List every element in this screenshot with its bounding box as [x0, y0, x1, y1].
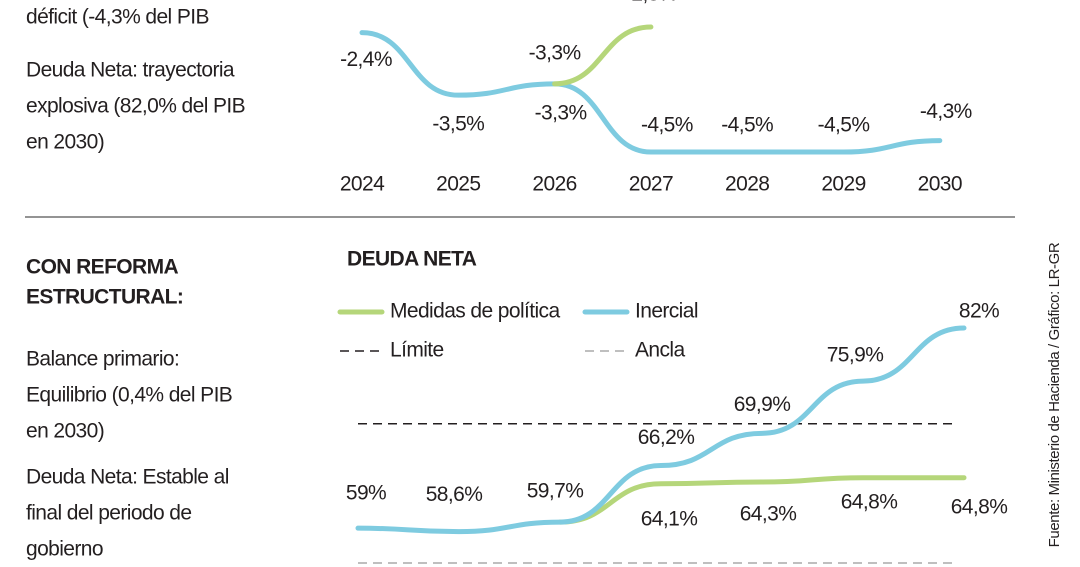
x-tick-label: 2024 — [340, 173, 385, 196]
data-label: -4,5% — [721, 114, 773, 137]
data-label: -2,4% — [340, 48, 392, 71]
data-label: 64,1% — [641, 507, 698, 530]
data-label: 58,6% — [426, 483, 483, 506]
legend-label: Medidas de política — [390, 300, 560, 323]
data-label: 69,9% — [734, 393, 791, 416]
data-label: -3,3% — [535, 101, 587, 124]
note-line: en 2030) — [26, 131, 104, 154]
section-title: ESTRUCTURAL: — [26, 286, 183, 309]
note-line: gobierno — [26, 538, 103, 561]
note-line: déficit (-4,3% del PIB — [26, 6, 209, 29]
legend-label: Ancla — [635, 339, 685, 362]
chart-title: DEUDA NETA — [347, 248, 477, 271]
data-label: -2,3% — [625, 0, 677, 6]
note-line: Deuda Neta: Estable al — [26, 466, 229, 489]
data-label: 59,7% — [527, 480, 584, 503]
note-line: Equilibrio (0,4% del PIB — [26, 384, 232, 407]
x-tick-label: 2026 — [532, 173, 576, 196]
section-title: CON REFORMA — [26, 256, 178, 279]
x-tick-label: 2029 — [821, 173, 865, 196]
data-label: -4,5% — [818, 114, 870, 137]
data-label: -3,3% — [529, 41, 581, 64]
legend-label: Límite — [390, 339, 444, 362]
data-label: 64,3% — [740, 503, 797, 526]
note-line: Balance primario: — [26, 348, 179, 371]
data-label: -4,5% — [641, 114, 693, 137]
data-label: 64,8% — [841, 490, 898, 513]
source: Fuente: Ministerio de Hacienda / Gráfico… — [1046, 242, 1063, 547]
data-label: 66,2% — [638, 426, 695, 449]
x-tick-label: 2030 — [918, 173, 962, 196]
data-label: 82% — [959, 300, 999, 323]
data-label: 64,8% — [951, 495, 1008, 518]
series-line — [557, 475, 967, 525]
note-line: explosiva (82,0% del PIB — [26, 95, 245, 118]
x-tick-label: 2025 — [436, 173, 480, 196]
legend-label: Inercial — [635, 300, 698, 323]
note-line: Deuda Neta: trayectoria — [26, 59, 235, 82]
data-label: 59% — [346, 482, 386, 505]
data-label: -3,5% — [432, 113, 484, 136]
note-line: en 2030) — [26, 420, 104, 443]
data-label: 75,9% — [827, 344, 884, 367]
data-label: -4,3% — [920, 100, 972, 123]
series-line — [355, 325, 967, 535]
note-line: final del periodo de — [26, 502, 191, 525]
series-line — [552, 24, 654, 87]
x-tick-label: 2027 — [629, 173, 673, 196]
x-tick-label: 2028 — [725, 173, 769, 196]
series-line — [359, 30, 943, 155]
